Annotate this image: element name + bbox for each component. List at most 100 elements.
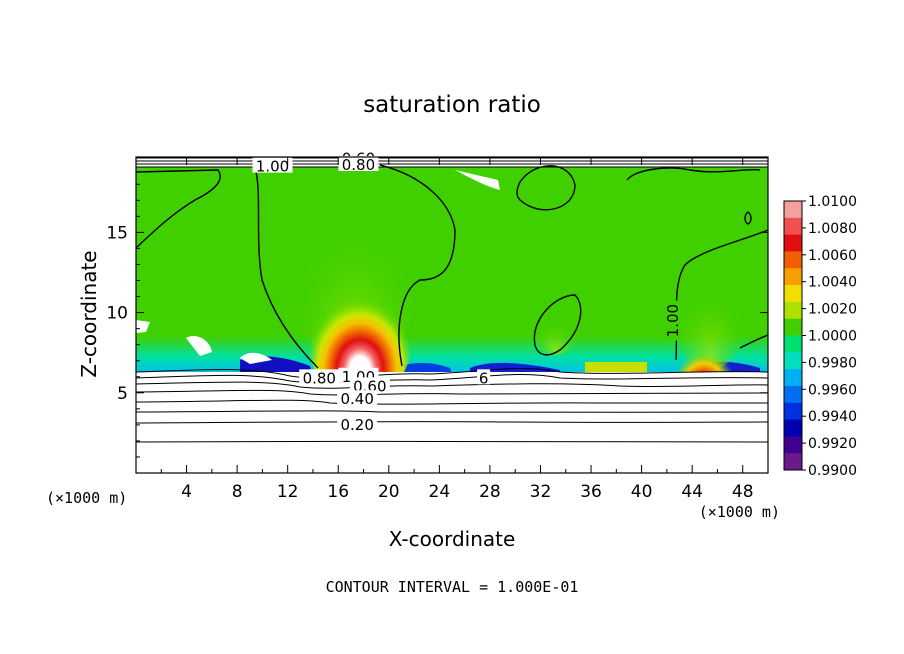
y-axis: 5 10 15 (106, 183, 768, 458)
colorbar-swatch (784, 318, 802, 336)
plot-frame (135, 156, 769, 474)
contour-line (135, 374, 769, 384)
contour-line (626, 167, 761, 181)
contour-label: 0.20 (337, 415, 378, 434)
warm-streak (585, 362, 647, 372)
contour-label-bg (349, 377, 390, 393)
left-gap (136, 320, 150, 333)
x-axis-label: X-coordinate (389, 527, 516, 551)
contour-line (135, 389, 769, 396)
plot-area (135, 130, 769, 473)
top-gap (455, 170, 500, 190)
contour-line (254, 167, 319, 369)
x-tick-label: 48 (732, 482, 754, 502)
cold-strip-2 (400, 362, 452, 374)
x-tick-label: 4 (181, 482, 192, 502)
x-axis: 4 8 12 16 20 24 28 32 36 40 44 48 (160, 157, 754, 502)
contour-label-bg (299, 369, 340, 385)
colorbar-label: 1.0080 (808, 221, 857, 237)
contour-label-bg (664, 300, 681, 341)
contour-labels: 1.000.600.801.000.801.000.600.400.206 (252, 149, 682, 434)
left-gap-3 (240, 352, 272, 364)
colorbar-swatch (784, 419, 802, 437)
left-gap-2 (186, 335, 212, 356)
contour-line (533, 294, 582, 356)
glow-patch-3 (530, 295, 580, 355)
contour-label-text: 0.80 (342, 156, 375, 174)
colorbar-swatch (784, 285, 802, 303)
contour-label: 1.00 (252, 157, 293, 176)
colorbar-swatch (784, 301, 802, 320)
contour-line (744, 211, 752, 225)
contour-label-bg (338, 156, 379, 172)
colorbar-label: 0.9920 (808, 436, 857, 452)
z-unit-label: (×1000 m) (46, 489, 127, 507)
colorbar-label: 1.0040 (808, 275, 857, 291)
colorbar: 1.0100 1.0080 1.0060 1.0040 1.0020 1.0000 0.99… (783, 194, 857, 479)
x-tick-label: 24 (429, 482, 451, 502)
colorbar-swatch (784, 335, 802, 353)
contour-label: 0.40 (337, 390, 378, 408)
contour-label-bg (337, 390, 378, 406)
contour-interval-note: CONTOUR INTERVAL = 1.000E-01 (326, 578, 579, 596)
colorbar-label: 1.0020 (808, 302, 857, 318)
x-tick-label: 20 (378, 482, 400, 502)
colorbar-label: 1.0000 (808, 329, 857, 345)
contour-label-text: 0.40 (340, 390, 373, 408)
chart-title: saturation ratio (363, 92, 541, 118)
x-tick-label: 32 (530, 482, 552, 502)
contour-line (379, 164, 456, 367)
colorbar-swatch (784, 385, 802, 404)
x-tick-label: 16 (327, 482, 349, 502)
contour-label-text: 0.20 (340, 416, 373, 434)
colorbar-swatch (784, 217, 802, 236)
contour-line (135, 440, 769, 443)
contour-line (135, 399, 768, 405)
contour-label: 0.80 (338, 156, 379, 174)
x-tick-label: 12 (277, 482, 299, 502)
contour-label: 6 (477, 369, 491, 387)
contour-line (135, 368, 769, 379)
colorbar-swatch (784, 251, 802, 269)
contour-label-bg (337, 415, 378, 431)
top-band (136, 157, 768, 167)
y-tick-label: 15 (106, 223, 128, 243)
x-tick-label: 8 (232, 482, 243, 502)
contour-line (135, 169, 221, 249)
contour-line (136, 157, 768, 168)
colorbar-swatch (784, 402, 802, 421)
colorbar-label: 0.9900 (808, 463, 857, 479)
contour-label-text: 0.80 (303, 369, 336, 387)
x-tick-label: 44 (681, 482, 703, 502)
x-tick-label: 36 (580, 482, 602, 502)
contour-label: 0.80 (299, 369, 340, 387)
x-tick-label: 40 (631, 482, 653, 502)
colorbar-label: 0.9980 (808, 355, 857, 371)
contour-label: 1.00 (664, 300, 682, 341)
colorbar-swatch (784, 234, 802, 252)
colorbar-swatch (784, 201, 802, 219)
contour-label-text: 1.00 (664, 304, 682, 337)
contour-line (135, 381, 769, 389)
colorbar-label: 0.9960 (808, 382, 857, 398)
colorbar-swatch (784, 453, 802, 471)
colorbar-swatch (784, 436, 802, 454)
y-axis-label: Z-coordinate (77, 250, 101, 377)
stratified-contours (135, 157, 769, 443)
y-tick-label: 5 (117, 384, 128, 404)
y-tick-label: 10 (106, 304, 128, 324)
x-unit-label: (×1000 m) (699, 503, 780, 521)
colorbar-label: 0.9940 (808, 409, 857, 425)
contour-label-bg (477, 369, 491, 385)
colorbar-swatch (784, 352, 802, 370)
contour-line (516, 165, 576, 211)
colorbar-swatch (784, 268, 802, 286)
colorbar-label: 1.0100 (808, 194, 857, 210)
contour-label-text: 1.00 (256, 158, 289, 176)
contour-label-bg (252, 157, 293, 173)
contour-line (135, 421, 769, 424)
plume-maximum-16km (305, 260, 415, 400)
colorbar-label: 1.0060 (808, 248, 857, 264)
contour-label-text: 6 (479, 369, 489, 387)
